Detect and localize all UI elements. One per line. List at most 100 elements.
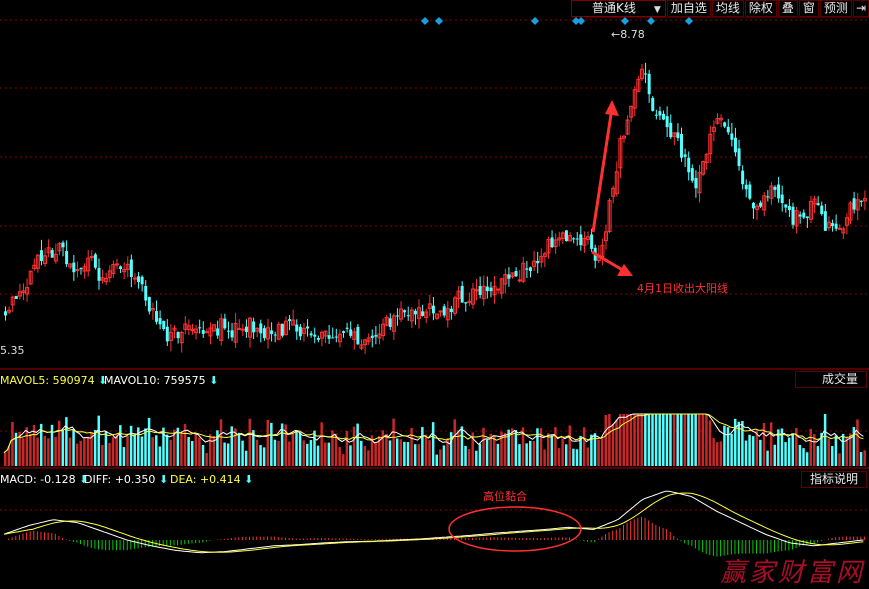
volume-bar	[280, 423, 284, 466]
volume-bar	[43, 435, 47, 466]
kline-type-select[interactable]: 普通K线 ▼	[571, 0, 666, 17]
exit-arrow-icon[interactable]: ⇥	[852, 0, 869, 17]
candle-body	[514, 270, 518, 277]
volume-bar	[831, 445, 834, 466]
macd-label: MACD: -0.128 ⬇	[0, 473, 89, 486]
candle-body	[395, 315, 399, 317]
candle-body	[201, 330, 205, 334]
candle-body	[474, 289, 479, 292]
candle-body	[614, 171, 619, 195]
candle-body	[507, 274, 511, 279]
volume-bar	[277, 440, 280, 466]
candle-body	[190, 329, 195, 332]
volume-bar	[147, 417, 151, 466]
moving-average-button[interactable]: 均线	[711, 0, 744, 17]
volume-bar	[252, 430, 255, 466]
volume-bar	[126, 435, 129, 466]
volume-bar	[841, 433, 845, 466]
candle-body	[370, 335, 374, 338]
volume-bar	[755, 430, 759, 466]
diamond-icon	[577, 17, 585, 25]
volume-bar	[690, 414, 694, 466]
volume-bar	[820, 432, 823, 466]
volume-indicator-select[interactable]: 成交量	[794, 371, 867, 388]
ex-rights-button[interactable]: 除权	[744, 0, 777, 17]
volume-bar	[626, 414, 629, 466]
candle-body	[464, 302, 468, 304]
volume-bar	[18, 431, 21, 466]
volume-bar	[849, 433, 852, 466]
volume-bar	[342, 454, 345, 466]
candle-body	[14, 295, 18, 299]
candle-body	[723, 122, 727, 127]
candle-body	[528, 267, 532, 271]
candle-body	[356, 326, 360, 345]
volume-bar	[262, 447, 266, 466]
candle-body	[456, 290, 461, 300]
candle-body	[212, 324, 217, 332]
candle-body	[119, 266, 123, 270]
indicator-help-button[interactable]: 指标说明	[800, 471, 867, 488]
candle-body	[122, 269, 127, 273]
candle-body	[744, 184, 748, 190]
candle-body	[345, 327, 349, 329]
candle-body	[147, 296, 151, 312]
volume-bar	[759, 439, 762, 466]
volume-bar	[467, 449, 471, 466]
volume-bar	[162, 427, 165, 466]
volume-bar	[525, 443, 528, 466]
overlay-button[interactable]: 叠	[777, 0, 798, 17]
volume-bar	[381, 430, 385, 466]
candle-body	[848, 202, 853, 221]
volume-bar	[388, 440, 392, 466]
volume-bar	[568, 425, 572, 466]
candle-body	[270, 330, 274, 334]
volume-bar	[769, 422, 773, 466]
candle-body	[715, 118, 720, 124]
volume-bar	[216, 430, 219, 466]
candle-body	[10, 296, 15, 306]
volume-bar	[122, 447, 126, 466]
candle-body	[144, 285, 148, 301]
volume-bar	[723, 425, 726, 466]
forecast-button[interactable]: 预测	[819, 0, 852, 17]
candle-body	[208, 327, 213, 337]
candle-body	[452, 297, 457, 314]
volume-bar	[183, 423, 187, 466]
candle-body	[280, 323, 284, 336]
volume-bar	[780, 428, 784, 466]
low-price-label: 5.35	[0, 344, 25, 357]
volume-bar	[266, 419, 269, 466]
candle-body	[82, 266, 87, 272]
volume-bar	[564, 444, 568, 466]
candle-body	[140, 276, 144, 285]
candle-body	[179, 331, 184, 344]
candle-body	[43, 255, 48, 265]
candle-body	[68, 263, 73, 268]
volume-bar	[751, 436, 755, 466]
add-watchlist-button[interactable]: 加自选	[666, 0, 711, 17]
candle-body	[162, 320, 166, 329]
volume-bars	[4, 414, 866, 466]
candle-body	[697, 172, 702, 194]
volume-bar	[86, 436, 90, 466]
volume-bar	[511, 428, 514, 466]
candle-body	[176, 331, 180, 339]
candle-body	[669, 122, 673, 138]
volume-bar	[237, 432, 241, 466]
window-button[interactable]: 窗	[798, 0, 819, 17]
volume-bar	[762, 422, 766, 466]
candle-body	[132, 277, 137, 280]
candle-body	[701, 161, 706, 175]
volume-bar	[784, 442, 787, 466]
volume-bar	[683, 414, 687, 466]
volume-bar	[597, 439, 600, 466]
candle-body	[252, 321, 256, 333]
volume-bar	[32, 424, 36, 466]
candle-body	[762, 195, 767, 211]
volume-bar	[377, 436, 381, 466]
volume-bar	[302, 440, 305, 466]
volume-bar	[712, 438, 715, 466]
candle-body	[662, 113, 666, 120]
